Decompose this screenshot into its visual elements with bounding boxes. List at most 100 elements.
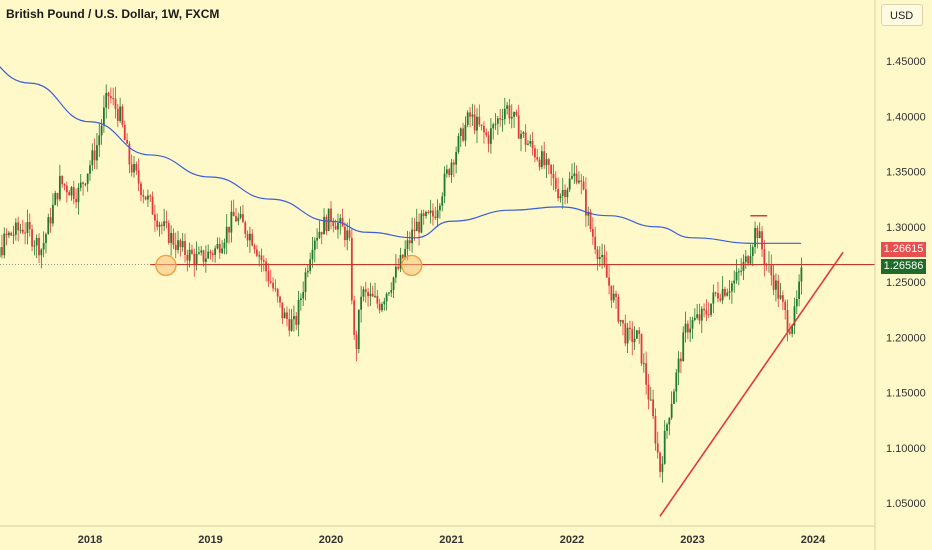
currency-button[interactable]: USD <box>881 4 923 26</box>
candle-body <box>209 251 212 254</box>
candle-body <box>204 258 207 262</box>
x-tick-label: 2019 <box>198 534 222 546</box>
candle-body <box>677 358 680 373</box>
y-tick-label: 1.45000 <box>886 56 926 68</box>
candle-body <box>26 221 29 234</box>
candle-body <box>35 237 38 246</box>
candle-body <box>304 272 307 292</box>
candle-body <box>550 164 553 174</box>
candle-body <box>202 250 205 262</box>
candle-body <box>392 277 395 291</box>
x-tick-label: 2020 <box>319 534 343 546</box>
candle-body <box>49 217 52 224</box>
candle-body <box>415 221 418 232</box>
candle-body <box>144 196 147 200</box>
candle-body <box>520 133 522 139</box>
candle-body <box>719 298 722 301</box>
candle-body <box>214 248 217 255</box>
candle-body <box>601 254 604 257</box>
candle-body <box>443 173 446 197</box>
highlight-circle <box>155 254 177 277</box>
candle-body <box>109 96 112 99</box>
candle-body <box>45 234 47 243</box>
candle-body <box>399 254 402 269</box>
candle-body <box>293 316 295 320</box>
candle-body <box>251 233 254 246</box>
candle-body <box>698 314 701 321</box>
candle-body <box>462 128 464 141</box>
candle-body <box>211 253 214 255</box>
candle-body <box>564 189 566 198</box>
candle-body <box>385 293 388 302</box>
candle-body <box>339 218 342 223</box>
candle-body <box>647 384 650 400</box>
candle-body <box>200 250 203 253</box>
candle-body <box>680 358 682 362</box>
candle-body <box>156 220 159 227</box>
candle-body <box>397 266 400 269</box>
candle-body <box>666 424 668 431</box>
candle-body <box>388 292 390 294</box>
candle-body <box>163 221 166 227</box>
candle-body <box>712 292 715 304</box>
candle-body <box>624 323 627 344</box>
moving-average-line <box>0 66 801 244</box>
candle-body <box>501 119 504 121</box>
candle-body <box>269 281 272 283</box>
candle-body <box>756 227 759 239</box>
candle-body <box>14 222 17 235</box>
candle-body <box>610 285 613 301</box>
candle-body <box>721 288 724 301</box>
chart-title: British Pound / U.S. Dollar, 1W, FXCM <box>6 7 220 21</box>
candle-body <box>404 248 407 258</box>
candle-body <box>554 178 557 189</box>
candle-body <box>160 224 163 227</box>
y-tick-label: 1.30000 <box>886 222 926 234</box>
candle-body <box>367 291 369 297</box>
candle-body <box>10 232 13 236</box>
candle-body <box>295 316 298 325</box>
candle-body <box>167 222 170 243</box>
candle-body <box>242 214 244 223</box>
candle-body <box>348 230 351 238</box>
candle-body <box>21 229 24 233</box>
candle-body <box>452 162 455 165</box>
candle-body <box>436 210 439 219</box>
candle-body <box>758 231 761 239</box>
candle-body <box>450 162 453 176</box>
candle-body <box>216 243 219 249</box>
candle-body <box>172 233 175 245</box>
candle-body <box>480 124 483 126</box>
candle-body <box>522 132 525 134</box>
candle-body <box>580 180 583 182</box>
trend-line <box>659 251 844 517</box>
candle-body <box>116 108 119 121</box>
candle-body <box>253 245 256 250</box>
candle-body <box>325 216 328 231</box>
candle-body <box>28 221 31 230</box>
candle-body <box>626 327 629 344</box>
moving-average-price-badge: 1.26615 <box>881 242 926 257</box>
candle-body <box>420 213 423 233</box>
candle-body <box>445 169 448 174</box>
candle-body <box>619 320 622 322</box>
candle-body <box>649 399 652 401</box>
candle-body <box>98 135 101 146</box>
candle-body <box>246 233 249 241</box>
candle-body <box>483 125 485 133</box>
y-tick-label: 1.25000 <box>886 277 926 289</box>
candle-body <box>425 211 427 216</box>
candle-body <box>777 280 780 299</box>
candle-body <box>582 181 585 190</box>
candle-body <box>75 198 77 203</box>
candle-body <box>147 195 149 200</box>
candle-body <box>267 271 270 282</box>
candle-body <box>547 159 550 165</box>
candle-body <box>255 249 258 256</box>
candle-body <box>56 192 59 200</box>
highlight-circles <box>155 254 423 277</box>
y-tick-label: 1.15000 <box>886 388 926 400</box>
candle-body <box>466 112 469 125</box>
candle-body <box>93 150 96 161</box>
